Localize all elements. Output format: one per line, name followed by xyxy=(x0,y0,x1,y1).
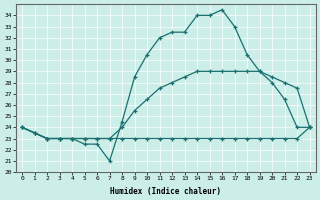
X-axis label: Humidex (Indice chaleur): Humidex (Indice chaleur) xyxy=(110,187,221,196)
